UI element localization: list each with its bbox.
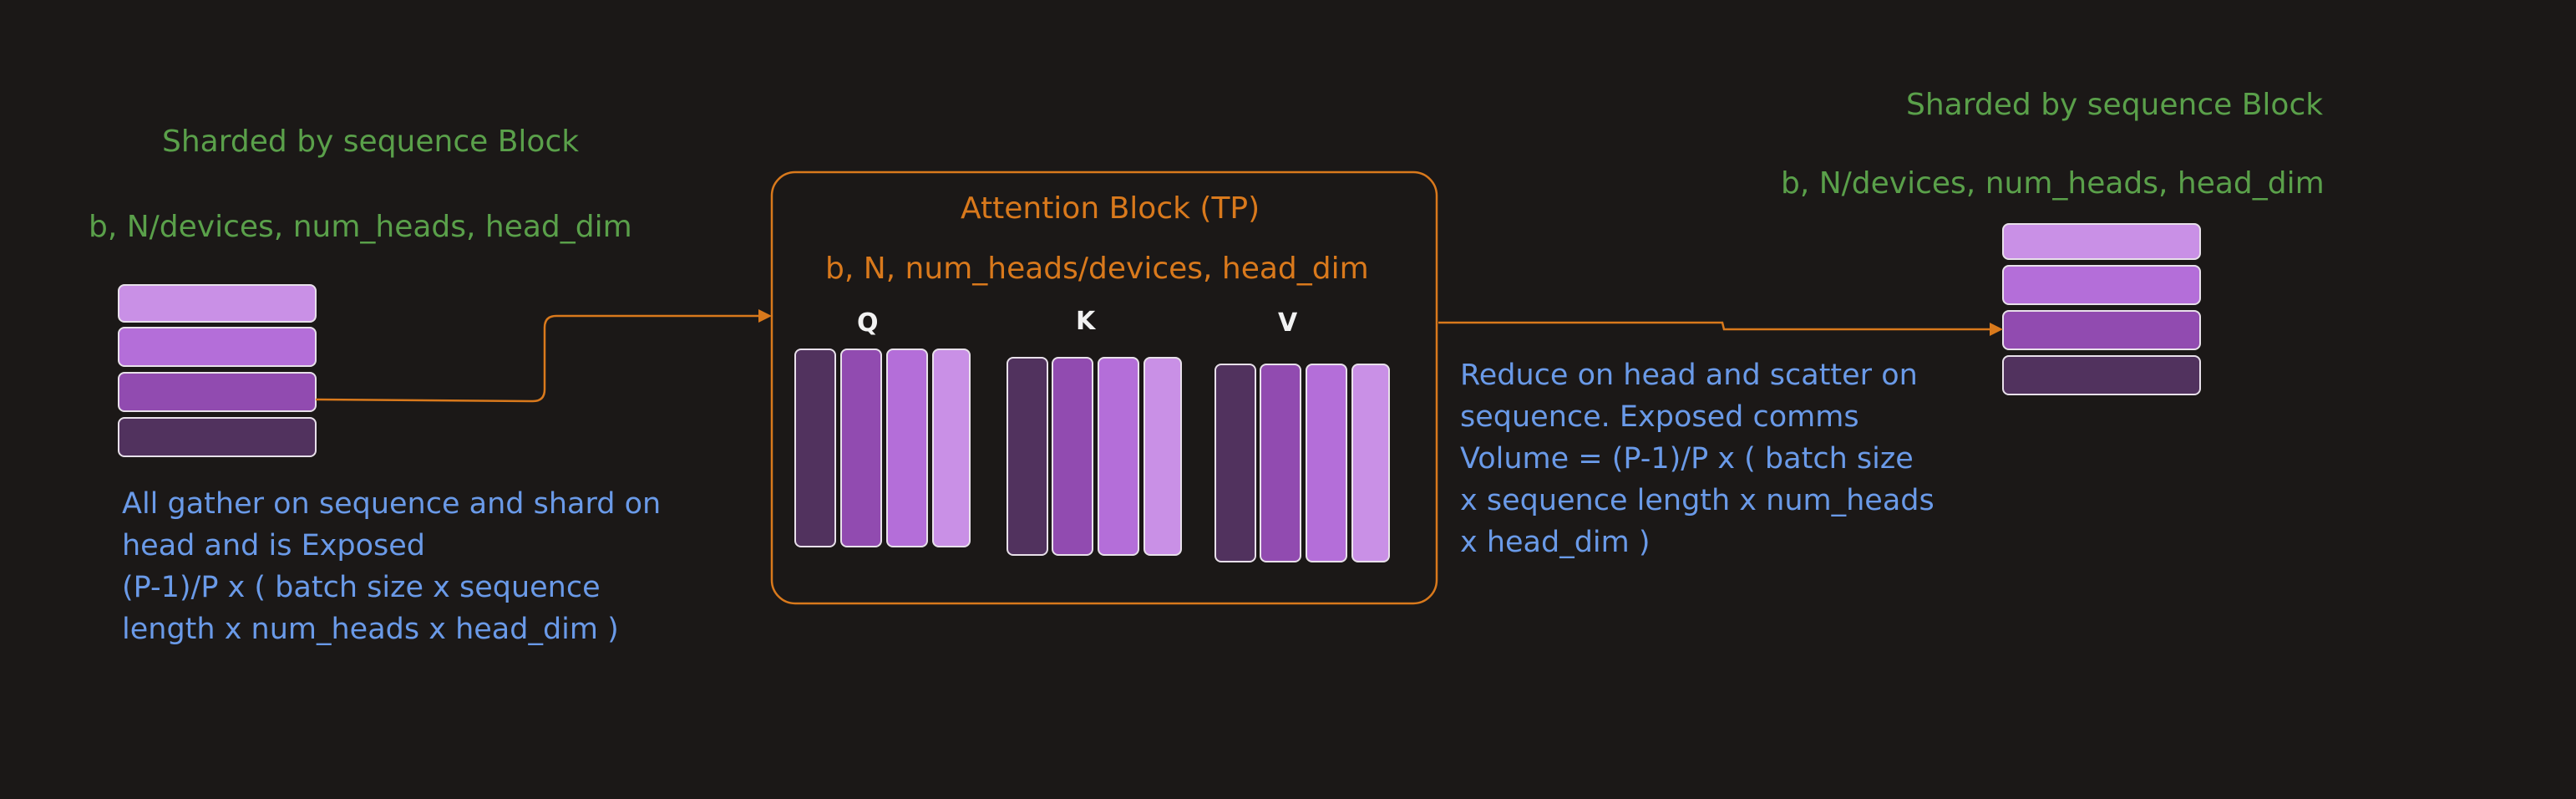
attention-block-title: Attention Block (TP): [961, 191, 1260, 226]
right-description-line-5: x head_dim ): [1460, 526, 1651, 559]
q-tensor-heads: [794, 349, 971, 547]
right-description-line-2: sequence. Exposed comms: [1460, 400, 1859, 434]
left-description-line-4: length x num_heads x head_dim ): [122, 613, 619, 646]
left-tensor-shard-2: [118, 327, 317, 367]
reduce-scatter-arrow: [1438, 321, 1991, 331]
v-tensor-heads: [1214, 364, 1390, 562]
right-tensor-shard-3: [2002, 310, 2201, 350]
left-sequence-sharded-tensor: [118, 284, 317, 457]
k-head-bar-1: [1007, 357, 1048, 556]
left-tensor-shard-3: [118, 372, 317, 412]
left-tensor-shard-4: [118, 417, 317, 457]
right-tensor-shard-2: [2002, 265, 2201, 305]
right-block-description: Reduce on head and scatter on sequence. …: [1460, 354, 1935, 563]
v-head-bar-4: [1351, 364, 1390, 562]
right-tensor-shard-4: [2002, 355, 2201, 395]
k-head-bar-3: [1098, 357, 1139, 556]
left-description-line-2: head and is Exposed: [122, 529, 426, 562]
q-head-bar-3: [886, 349, 928, 547]
q-head-bar-2: [840, 349, 882, 547]
k-head-bar-4: [1143, 357, 1182, 556]
v-label: V: [1278, 308, 1298, 338]
left-description-line-3: (P-1)/P x ( batch size x sequence: [122, 571, 601, 604]
right-block-title: Sharded by sequence Block: [1906, 88, 2324, 122]
attention-block-frame: [770, 170, 1438, 605]
all-gather-arrowhead: [758, 309, 772, 323]
left-block-shape: b, N/devices, num_heads, head_dim: [89, 210, 632, 244]
left-description-line-1: All gather on sequence and shard on: [122, 487, 662, 521]
attention-block-shape: b, N, num_heads/devices, head_dim: [825, 252, 1369, 286]
q-label: Q: [857, 308, 879, 338]
right-description-line-4: x sequence length x num_heads: [1460, 484, 1935, 517]
k-head-bar-2: [1052, 357, 1093, 556]
right-sequence-sharded-tensor: [2002, 223, 2201, 395]
right-description-line-3: Volume = (P-1)/P x ( batch size: [1460, 442, 1914, 476]
k-label: K: [1076, 307, 1096, 336]
right-tensor-shard-1: [2002, 223, 2201, 260]
right-block-shape: b, N/devices, num_heads, head_dim: [1781, 166, 2325, 201]
left-block-title: Sharded by sequence Block: [162, 125, 580, 159]
left-tensor-shard-1: [118, 284, 317, 323]
all-gather-arrow: [315, 314, 762, 403]
q-head-bar-1: [794, 349, 836, 547]
v-head-bar-1: [1214, 364, 1256, 562]
v-head-bar-3: [1306, 364, 1347, 562]
left-block-description: All gather on sequence and shard on head…: [122, 483, 661, 650]
right-description-line-1: Reduce on head and scatter on: [1460, 359, 1918, 392]
q-head-bar-4: [932, 349, 971, 547]
reduce-scatter-arrowhead: [1990, 323, 2003, 336]
v-head-bar-2: [1260, 364, 1301, 562]
k-tensor-heads: [1007, 357, 1182, 556]
